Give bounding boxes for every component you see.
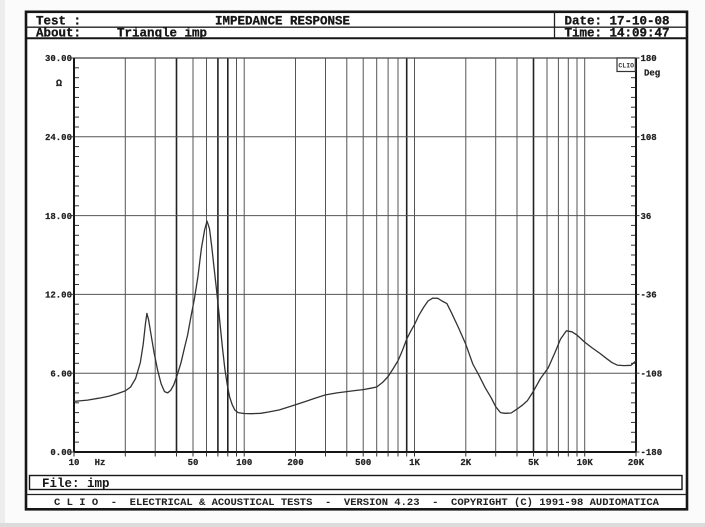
svg-text:5K: 5K [528,458,539,468]
svg-text:24.00: 24.00 [45,133,72,143]
svg-text:18.00: 18.00 [45,212,72,222]
svg-text:File: imp: File: imp [42,477,110,491]
svg-text:IMPEDANCE RESPONSE: IMPEDANCE RESPONSE [215,15,350,29]
svg-text:1K: 1K [409,458,420,468]
svg-text:0.00: 0.00 [50,448,72,458]
svg-text:180: 180 [641,54,657,64]
svg-text:-108: -108 [641,369,663,379]
svg-text:500: 500 [355,458,371,468]
svg-text:C L I O - ELECTRICAL & ACOUS: C L I O - ELECTRICAL & ACOUSTICAL TESTS … [54,497,660,509]
svg-text:200: 200 [287,458,303,468]
svg-text:6.00: 6.00 [50,369,72,379]
svg-text:CLIO: CLIO [618,63,634,70]
svg-text:Ω: Ω [56,79,62,90]
svg-text:50: 50 [188,458,199,468]
svg-text:Deg: Deg [644,69,660,79]
svg-text:12.00: 12.00 [45,291,72,301]
svg-text:10K: 10K [577,458,594,468]
svg-text:36: 36 [641,212,652,222]
svg-text:Hz: Hz [95,458,106,468]
svg-text:108: 108 [641,133,657,143]
svg-text:Date: 17-10-08: Date: 17-10-08 [565,15,670,29]
svg-text:2K: 2K [460,458,471,468]
svg-text:100: 100 [236,458,252,468]
svg-text:About:: About: [36,27,81,41]
svg-text:Triangle imp: Triangle imp [117,27,207,41]
svg-text:Test :: Test : [36,15,81,29]
svg-text:-180: -180 [641,448,663,458]
svg-text:10: 10 [69,458,80,468]
svg-text:Time: 14:09:47: Time: 14:09:47 [565,27,670,41]
svg-text:-36: -36 [641,291,657,301]
svg-text:30.00: 30.00 [45,54,72,64]
svg-text:20K: 20K [628,458,645,468]
